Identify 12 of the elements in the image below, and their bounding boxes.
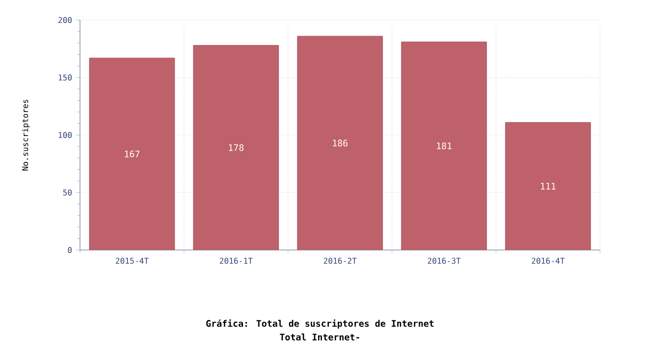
text: Gráfica: Total de suscriptores de Internet [206, 319, 434, 329]
bar [297, 36, 383, 250]
data-label: 178 [228, 144, 244, 152]
bar [401, 42, 487, 250]
data-label: 186 [332, 140, 348, 146]
data-label: 181 [436, 142, 452, 150]
data-label: 111 [540, 182, 556, 190]
data-label: 167 [124, 150, 140, 158]
text: Total Internet- [280, 334, 360, 340]
bar [89, 58, 175, 250]
bar [505, 122, 591, 250]
bar [193, 45, 279, 250]
